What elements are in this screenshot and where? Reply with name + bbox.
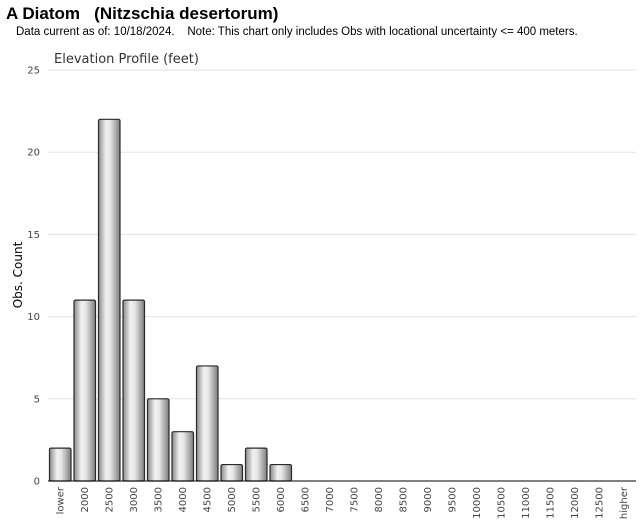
data-currency-note: Data current as of: 10/18/2024. Note: Th…	[16, 26, 578, 38]
bar	[171, 431, 195, 482]
y-tick-label: 10	[27, 312, 40, 323]
y-tick-label: 0	[34, 477, 40, 488]
x-tick-label: 7000	[325, 487, 336, 512]
x-tick-label: 9000	[423, 487, 434, 512]
x-tick-label: 4500	[202, 487, 213, 512]
x-tick-label: 7500	[349, 487, 360, 512]
y-tick-label: 15	[27, 230, 40, 241]
y-axis-label: Obs. Count	[11, 241, 25, 308]
x-tick-label: 2500	[104, 487, 115, 512]
x-tick-label: 8500	[398, 487, 409, 512]
bar	[122, 299, 146, 482]
x-tick-label: higher	[619, 486, 630, 519]
page-title: A Diatom (Nitzschia desertorum)	[6, 4, 279, 23]
chart-title: Elevation Profile (feet)	[54, 52, 199, 67]
bars	[48, 118, 293, 482]
x-tick-label: 6500	[300, 487, 311, 512]
x-tick-label: lower	[55, 486, 66, 514]
y-tick-label: 25	[27, 66, 40, 77]
x-tick-label: 11500	[545, 487, 556, 519]
x-tick-label: 5500	[251, 487, 262, 512]
x-tick-label: 9500	[447, 487, 458, 512]
x-tick-label: 2000	[80, 487, 91, 512]
x-tick-label: 12000	[570, 487, 581, 519]
x-tick-label: 11000	[521, 487, 532, 519]
y-tick-label: 5	[34, 394, 40, 405]
grid-lines	[48, 69, 636, 400]
y-tick-label: 20	[27, 148, 40, 159]
bar	[97, 118, 121, 482]
x-tick-label: 10500	[496, 487, 507, 519]
bar	[244, 447, 268, 482]
bar	[48, 447, 72, 482]
x-tick-label: 10000	[472, 487, 483, 519]
x-tick-label: 3500	[153, 487, 164, 512]
bar	[73, 299, 97, 482]
x-tick-label: 4000	[178, 487, 189, 512]
x-tick-label: 12500	[594, 487, 605, 519]
x-tick-label: 5000	[227, 487, 238, 512]
bar	[220, 463, 244, 482]
axes: 0 5 10 15 20 25 lower 2000 2500 3000 3500 4000 4500 5…	[27, 66, 636, 519]
x-tick-label: 3000	[129, 487, 140, 512]
bar	[146, 398, 170, 482]
bar	[269, 463, 293, 482]
x-tick-label: 8000	[374, 487, 385, 512]
bar	[195, 365, 219, 482]
x-tick-label: 6000	[276, 487, 287, 512]
